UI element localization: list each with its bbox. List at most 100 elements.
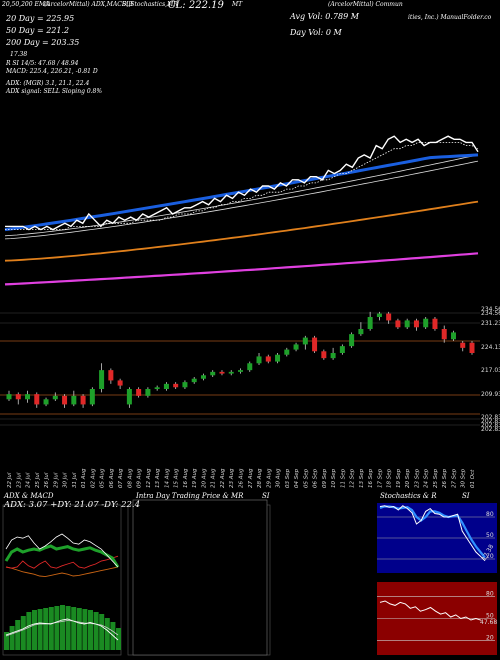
date-tick-label: 21 Aug xyxy=(211,468,217,488)
date-tick-label: 30 Jul xyxy=(63,472,69,488)
macd-histogram-bar xyxy=(32,610,37,650)
ema200-value: 200 Day = 203.35 xyxy=(6,38,80,47)
date-tick-label: 03 Sep xyxy=(285,468,291,488)
candle-body xyxy=(136,389,142,396)
candle-body xyxy=(312,337,318,352)
candle-body xyxy=(108,370,114,381)
candle-body xyxy=(441,329,447,340)
price-level-label: 202.83 xyxy=(481,418,500,425)
day-volume: Day Vol: 0 M xyxy=(290,28,342,37)
adx-readout: ADX: (MGR) 3.1, 21.1, 22.4 xyxy=(6,80,90,87)
date-tick-label: 20 Aug xyxy=(201,468,207,488)
header-ema-label: 20,50,200 EMA xyxy=(2,1,50,8)
macd-histogram-bar xyxy=(76,608,82,650)
candle-body xyxy=(191,378,197,383)
date-tick-label: 30 Aug xyxy=(276,468,282,488)
company-name-1: (ArcelorMittal) C xyxy=(328,1,381,8)
macd-histogram-bar xyxy=(15,620,21,650)
candle-body xyxy=(89,389,95,405)
date-tick-label: 27 Sep xyxy=(451,468,457,488)
date-tick-label: 06 Sep xyxy=(313,468,319,488)
candle-body xyxy=(15,394,21,400)
candle-body xyxy=(247,363,253,371)
macd-histogram-bar xyxy=(4,632,9,650)
date-tick-label: 14 Aug xyxy=(164,468,170,488)
macd-histogram-bar xyxy=(65,606,71,650)
candle-body xyxy=(238,370,243,372)
price-level-label: 202.83 xyxy=(481,422,500,429)
date-tick-label: 17 Sep xyxy=(377,468,383,488)
candle-body xyxy=(6,394,12,400)
candle-body xyxy=(80,395,86,405)
adx-values: ADX: 3.07 +DY: 21.07 -DY: 22.4 xyxy=(4,500,141,510)
candle-body xyxy=(154,387,160,389)
candle-body xyxy=(163,383,169,389)
date-tick-label: 26 Sep xyxy=(442,468,448,488)
company-name-3: ities, Inc.) ManualFolder.co xyxy=(408,14,492,21)
candle-body xyxy=(349,334,355,347)
date-tick-label: 06 Aug xyxy=(109,468,115,488)
macd-histogram-bar xyxy=(43,608,49,650)
date-tick-label: 24 Sep xyxy=(424,468,430,488)
stoch-level-label: 20 xyxy=(486,553,494,560)
candle-body xyxy=(376,313,382,317)
date-tick-label: 09 Aug xyxy=(137,468,143,488)
y-tick-label: 234.56 xyxy=(481,306,500,313)
company-name-2: ommun xyxy=(380,1,403,8)
date-tick-label: 05 Aug xyxy=(100,468,106,488)
date-tick-label: 26 Aug xyxy=(239,468,245,488)
candle-body xyxy=(25,394,31,400)
header-indicators: (ArcelorMittal) ADX,MACD,B xyxy=(44,1,133,8)
ema20-line xyxy=(5,142,479,230)
candle-body xyxy=(284,349,290,355)
candle-body xyxy=(395,320,401,328)
date-tick-label: 26 Jul xyxy=(44,472,50,488)
date-tick-label: 08 Aug xyxy=(127,468,133,488)
candle-body xyxy=(117,380,123,386)
macd-histogram-bar xyxy=(116,628,121,650)
candle-body xyxy=(71,395,77,405)
date-tick-label: 11 Sep xyxy=(340,468,346,488)
date-tick-label: 10 Sep xyxy=(331,468,337,488)
ema200-line xyxy=(4,252,479,286)
date-tick-label: 31 Jul xyxy=(72,472,78,488)
adx-orange-line xyxy=(5,566,119,578)
date-tick-label: 13 Sep xyxy=(359,468,365,488)
candle-body xyxy=(330,353,336,359)
candle-body xyxy=(34,394,40,405)
macd-histogram-bar xyxy=(88,610,93,650)
rsi-readout: R SI 14/5: 47.68 / 48.94 xyxy=(6,60,79,67)
y-tick-label: 217.03 xyxy=(481,367,500,374)
macd-line xyxy=(5,618,119,641)
candle-body xyxy=(145,389,151,396)
date-tick-label: 24 Jul xyxy=(26,472,32,488)
candle-body xyxy=(339,346,345,353)
y-tick-label: 209.93 xyxy=(481,391,500,398)
candle-body xyxy=(293,344,299,350)
date-tick-label: 30 Sep xyxy=(461,468,467,488)
date-tick-label: 16 Aug xyxy=(183,468,189,488)
stoch-panel-title: Stochastics & R xyxy=(380,492,437,500)
macd-histogram-bar xyxy=(26,612,32,650)
macd-histogram-bar xyxy=(99,614,105,650)
date-tick-label: 29 Jul xyxy=(53,472,59,488)
macd-histogram-bar xyxy=(71,607,77,650)
adx-line xyxy=(5,533,119,568)
rsi-line xyxy=(379,600,482,621)
date-tick-label: 13 Aug xyxy=(155,468,161,488)
date-tick-label: 23 Aug xyxy=(229,468,235,488)
macd-histogram-bar xyxy=(54,606,60,650)
date-tick-label: 04 Sep xyxy=(294,468,300,488)
candle-body xyxy=(460,342,466,348)
y-tick-label: 231.23 xyxy=(481,320,500,327)
ema-white-band-1 xyxy=(4,154,479,237)
candle-body xyxy=(210,371,216,376)
date-tick-label: 27 Aug xyxy=(248,468,254,488)
candle-body xyxy=(173,383,179,388)
candle-body xyxy=(432,318,438,329)
date-tick-label: 28 Aug xyxy=(257,468,263,488)
macd-histogram-bar xyxy=(82,609,88,650)
date-tick-label: 16 Sep xyxy=(368,468,374,488)
adx-signal: ADX signal: SELL Sloping 0.8% xyxy=(6,88,103,95)
